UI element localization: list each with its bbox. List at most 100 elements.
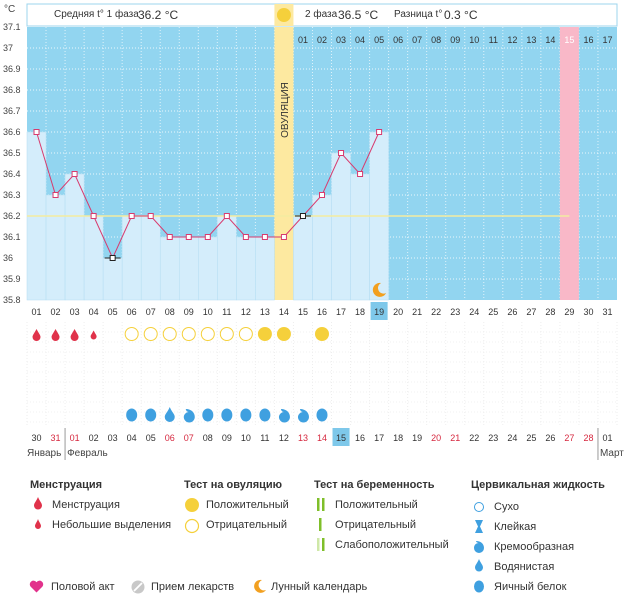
- legend-creamy: Кремообразная: [494, 541, 575, 553]
- moon-icon: [254, 579, 266, 593]
- fluid-creamy: [297, 409, 309, 423]
- temperature-point: [261, 234, 268, 240]
- temperature-point: [223, 213, 230, 219]
- fluid-egg-white: [145, 408, 157, 422]
- legend-watery: Водянистая: [494, 561, 555, 573]
- highlight-column: [559, 27, 579, 300]
- legend-sticky: Клейкая: [494, 521, 537, 533]
- cycle-day-label: 14: [279, 307, 289, 317]
- pregnancy-positive-icon: [317, 498, 325, 511]
- legend-lunar-calendar: Лунный календарь: [271, 581, 368, 593]
- temperature-point: [357, 171, 364, 177]
- legend-ovulation-negative: Отрицательный: [206, 519, 287, 531]
- menstruation-drop: [51, 329, 60, 341]
- calendar-date-label: 07: [184, 433, 194, 443]
- temperature-point: [299, 213, 306, 219]
- y-tick-label: 36.3: [3, 190, 21, 200]
- dpo-label: 08: [431, 35, 441, 45]
- date-highlight: [332, 428, 350, 446]
- creamy-icon: [474, 541, 484, 553]
- header-bar: [26, 3, 618, 27]
- calendar-date-label: 21: [450, 433, 460, 443]
- ovulation-negative-icon: [184, 518, 200, 534]
- temperature-column: [198, 236, 218, 301]
- pill-icon: [131, 580, 145, 594]
- calendar-date-label: 20: [431, 433, 441, 443]
- calendar-date-label: 30: [32, 433, 42, 443]
- calendar-date-label: 23: [488, 433, 498, 443]
- menstruation-drop: [90, 330, 97, 340]
- cycle-day-highlight: [370, 302, 388, 320]
- calendar-date-label: 19: [412, 433, 422, 443]
- calendar-date-label: 16: [355, 433, 365, 443]
- cycle-day-label: 24: [469, 307, 479, 317]
- cycle-day-label: 11: [222, 307, 231, 317]
- sticky-icon: [475, 520, 483, 533]
- cycle-day-label: 16: [317, 307, 327, 317]
- temperature-column: [140, 215, 161, 301]
- temperature-point: [52, 192, 59, 198]
- calendar-date-label: 22: [469, 433, 479, 443]
- cycle-day-label: 28: [545, 307, 555, 317]
- cycle-day-label: 25: [488, 307, 498, 317]
- cycle-day-label: 19: [374, 307, 384, 317]
- fluid-creamy: [183, 409, 195, 423]
- temperature-column: [159, 236, 180, 301]
- ovulation-label: ОВУЛЯЦИЯ: [280, 82, 291, 138]
- y-tick-label: 36.7: [3, 106, 21, 116]
- ovulation-test-negative: [162, 327, 177, 341]
- y-tick-label: 36.5: [3, 148, 21, 158]
- calendar-date-label: 17: [374, 433, 384, 443]
- calendar-date-label: 28: [583, 433, 593, 443]
- temperature-column: [293, 215, 313, 301]
- dpo-label: 15: [564, 35, 574, 45]
- phase1-label: Средняя t° 1 фаза: [54, 9, 139, 20]
- calendar-date-label: 03: [108, 433, 118, 443]
- temperature-point: [147, 213, 154, 219]
- cycle-day-label: 18: [355, 307, 365, 317]
- menstruation-drop: [70, 329, 79, 341]
- dpo-label: 06: [393, 35, 403, 45]
- month-label: Январь: [27, 448, 61, 459]
- temperature-column: [179, 236, 199, 301]
- temperature-column: [312, 194, 332, 301]
- phase2-value: 36.5 °С: [338, 8, 379, 22]
- calendar-date-label: 14: [317, 433, 327, 443]
- cycle-day-label: 03: [70, 307, 80, 317]
- temperature-point: [280, 234, 287, 240]
- ovulation-test-negative: [143, 327, 158, 341]
- diff-value: 0.3 °С: [444, 8, 478, 22]
- dpo-label: 13: [526, 35, 536, 45]
- menstruation-icon: [34, 497, 42, 510]
- egg-white-icon: [474, 580, 484, 593]
- legend-dry: Сухо: [494, 501, 519, 513]
- month-label: Февраль: [67, 448, 108, 459]
- ovulation-test-negative: [181, 327, 196, 341]
- heart-icon: [29, 580, 44, 593]
- ovulation-test-positive: [315, 327, 329, 341]
- y-tick-label: 36.6: [3, 127, 21, 137]
- cycle-day-label: 20: [393, 307, 403, 317]
- temperature-column: [83, 215, 104, 301]
- cycle-day-label: 05: [108, 307, 118, 317]
- y-tick-label: 37.1: [3, 22, 21, 32]
- dpo-label: 01: [298, 35, 308, 45]
- calendar-date-label: 12: [279, 433, 289, 443]
- cycle-day-label: 13: [260, 307, 270, 317]
- y-tick-label: 35.9: [3, 274, 21, 284]
- dpo-label: 16: [583, 35, 593, 45]
- legend-egg-white: Яичный белок: [494, 581, 567, 593]
- dpo-label: 11: [489, 35, 498, 45]
- legend-intercourse: Половой акт: [51, 581, 115, 593]
- y-tick-label: 36.2: [3, 211, 21, 221]
- ovulation-test-negative: [124, 327, 139, 341]
- calendar-date-label: 13: [298, 433, 308, 443]
- dpo-label: 02: [317, 35, 327, 45]
- temperature-point: [109, 255, 116, 261]
- dry-icon: [474, 502, 484, 512]
- cycle-day-label: 02: [51, 307, 61, 317]
- calendar-date-label: 27: [564, 433, 574, 443]
- light-spotting-icon: [35, 519, 41, 529]
- y-tick-label: 35.8: [3, 295, 21, 305]
- cycle-day-label: 29: [564, 307, 574, 317]
